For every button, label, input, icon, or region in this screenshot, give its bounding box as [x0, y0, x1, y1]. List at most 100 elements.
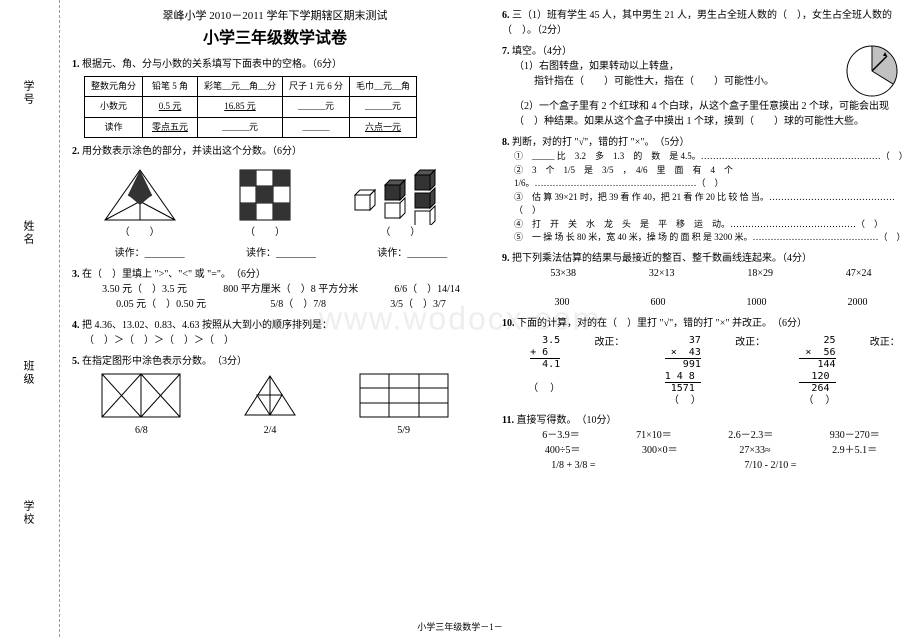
q8-num: 8.: [502, 137, 510, 148]
q8-text: 判断，对的打 "√"，错的打 "×"。 （5分）: [512, 137, 689, 148]
q7: 7. 填空。（4分） （1）右图转盘，如果转动以上转盘， 指针指在（ ）可能性大…: [502, 44, 908, 129]
q1-num: 1.: [72, 59, 80, 70]
cell: 零点五元: [143, 117, 198, 138]
cell: 小数元: [85, 97, 143, 118]
q3-i4: 0.05 元（ ）0.50 元: [116, 297, 206, 312]
cell: ______元: [283, 97, 350, 118]
q3-num: 3.: [72, 269, 80, 280]
q8: 8. 判断，对的打 "√"，错的打 "×"。 （5分） ① _____ 比 3.…: [502, 135, 908, 245]
q8-i1: ① _____ 比 3.2 多 1.3 的 数 是 4.5。……………………………: [514, 150, 908, 164]
q7-p3: （2）一个盒子里有 2 个红球和 4 个白球，从这个盒子里任意摸出 2 个球，可…: [514, 99, 908, 129]
q9-text: 把下列乘法估算的结果与最接近的整百、整千数画线连起来。（4分）: [512, 253, 812, 264]
cell: 0.5 元: [143, 97, 198, 118]
q2-shape-cubes: （ ）: [350, 165, 450, 240]
q11-text: 直接写得数。 （10分）: [516, 415, 616, 426]
q11c: 400÷5＝: [545, 443, 581, 458]
q3-i2: 800 平方厘米（ ）8 平方分米: [223, 282, 358, 297]
q8-i3: ③ 估 算 39×21 时，把 39 看 作 40，把 21 看 作 20 比 …: [514, 191, 908, 218]
cell: 读作: [85, 117, 143, 138]
q10-fix1: 改正：: [594, 335, 624, 350]
q5-f3: 5/9: [359, 423, 449, 438]
q10-num: 10.: [502, 318, 515, 329]
cell: 铅笔 5 角: [143, 76, 198, 97]
q2-read3: 读作：________: [377, 246, 447, 261]
q4: 4. 把 4.36、13.02、0.83、4.63 按照从大到小的顺序排列是： …: [72, 318, 478, 348]
q4-text: 把 4.36、13.02、0.83、4.63 按照从大到小的顺序排列是：: [82, 320, 332, 331]
q10-calc2: 37 × 43 991 1 4 8 1571 （ ）: [659, 335, 701, 407]
cell: ______元: [198, 117, 283, 138]
q3-i6: 3/5（ ）3/7: [390, 297, 446, 312]
q2: 2. 用分数表示涂色的部分，并读出这个分数。（6分） （ ） （ ） （ ）: [72, 144, 478, 261]
q9-t4: 47×24: [846, 266, 872, 281]
q2-shape-grid: （ ）: [235, 165, 295, 240]
q11c: 1/8 + 3/8 =: [551, 458, 595, 473]
q8-i2: ② 3 个 1/5 是 3/5 ， 4/6 里 面 有 4 个 1/6。……………: [514, 164, 908, 191]
q11c: 2.6－2.3＝: [728, 428, 773, 443]
q4-num: 4.: [72, 320, 80, 331]
q5-f1: 6/8: [101, 423, 181, 438]
q2-read1: 读作：________: [115, 246, 185, 261]
q9-b3: 1000: [747, 295, 767, 310]
q2-shape-triangle: （ ）: [100, 165, 180, 240]
q11c: 2.9＋5.1＝: [832, 443, 877, 458]
q3-i5: 5/8（ ）7/8: [270, 297, 326, 312]
q9-b1: 300: [555, 295, 570, 310]
q7-num: 7.: [502, 46, 510, 57]
q5-text: 在指定图形中涂色表示分数。 （3分）: [82, 356, 247, 367]
q9-t3: 18×29: [747, 266, 773, 281]
q5-f2: 2/4: [240, 423, 300, 438]
q2-read2: 读作：________: [246, 246, 316, 261]
cell: ______元: [350, 97, 417, 118]
q11c: 6－3.9＝: [542, 428, 580, 443]
q3-i1: 3.50 元（ ）3.5 元: [102, 282, 187, 297]
spinner-icon: [845, 44, 900, 99]
q5: 5. 在指定图形中涂色表示分数。 （3分） 6/8 2/4 5/9: [72, 354, 478, 438]
q3-i3: 6/6（ ）14/14: [394, 282, 460, 297]
q9-b4: 2000: [848, 295, 868, 310]
q9-t1: 53×38: [550, 266, 576, 281]
q3: 3. 在（ ）里填上 ">"、"<" 或 "="。 （6分） 3.50 元（ ）…: [72, 267, 478, 312]
q5-shape1: 6/8: [101, 373, 181, 438]
binding-margin: 学号 姓名 班级 学校: [0, 0, 60, 637]
q2-num: 2.: [72, 146, 80, 157]
q1-table: 整数元角分铅笔 5 角彩笔__元__角__分尺子 1 元 6 分毛巾__元__角…: [84, 76, 417, 139]
q6-num: 6.: [502, 10, 510, 21]
q5-num: 5.: [72, 356, 80, 367]
cell: 毛巾__元__角: [350, 76, 417, 97]
q10-text: 下面的计算，对的在（ ）里打 "√"，错的打 "×" 并改正。 （6分）: [517, 318, 807, 329]
q6-text: 三（1）班有学生 45 人，其中男生 21 人，男生占全班人数的（ ），女生占全…: [502, 10, 892, 36]
q9-num: 9.: [502, 253, 510, 264]
q11c: 27×33≈: [739, 443, 770, 458]
right-column: 6. 三（1）班有学生 45 人，其中男生 21 人，男生占全班人数的（ ），女…: [490, 0, 920, 637]
margin-label-name: 姓名: [20, 220, 36, 246]
cell: 六点一元: [350, 117, 417, 138]
cell: 尺子 1 元 6 分: [283, 76, 350, 97]
q2-text: 用分数表示涂色的部分，并读出这个分数。（6分）: [82, 146, 302, 157]
q11c: 930－270＝: [830, 428, 880, 443]
q9-t2: 32×13: [649, 266, 675, 281]
cell: ______: [283, 117, 350, 138]
q8-i5: ⑤ 一 操 场 长 80 米，宽 40 米，操 场 的 面 积 是 3200 米…: [514, 231, 908, 245]
margin-label-class: 班级: [20, 360, 36, 386]
cell: 整数元角分: [85, 76, 143, 97]
q5-shape2: 2/4: [240, 373, 300, 438]
q10-fix3: 改正：: [870, 335, 900, 350]
q1-text: 根据元、角、分与小数的关系填写下面表中的空格。（6分）: [82, 59, 342, 70]
exam-title: 小学三年级数学试卷: [72, 27, 478, 51]
exam-header: 翠峰小学 2010－2011 学年下学期辖区期末测试: [72, 8, 478, 25]
q10-fix2: 改正：: [735, 335, 765, 350]
margin-label-school: 学校: [20, 500, 36, 526]
q11-num: 11.: [502, 415, 514, 426]
q11c: 71×10＝: [636, 428, 672, 443]
cell: 彩笔__元__角__分: [198, 76, 283, 97]
q9-b2: 600: [651, 295, 666, 310]
q3-text: 在（ ）里填上 ">"、"<" 或 "="。 （6分）: [82, 269, 266, 280]
q6: 6. 三（1）班有学生 45 人，其中男生 21 人，男生占全班人数的（ ），女…: [502, 8, 908, 38]
margin-label-id: 学号: [20, 80, 36, 106]
left-column: 翠峰小学 2010－2011 学年下学期辖区期末测试 小学三年级数学试卷 1. …: [60, 0, 490, 637]
q10-calc3: 25 × 56 144 120 264 （ ）: [799, 335, 835, 407]
q10: 10. 下面的计算，对的在（ ）里打 "√"，错的打 "×" 并改正。 （6分）…: [502, 316, 908, 407]
q11: 11. 直接写得数。 （10分） 6－3.9＝ 71×10＝ 2.6－2.3＝ 930…: [502, 413, 908, 473]
q11c: 7/10 - 2/10 =: [744, 458, 796, 473]
q9: 9. 把下列乘法估算的结果与最接近的整百、整千数画线连起来。（4分） 53×38…: [502, 251, 908, 310]
